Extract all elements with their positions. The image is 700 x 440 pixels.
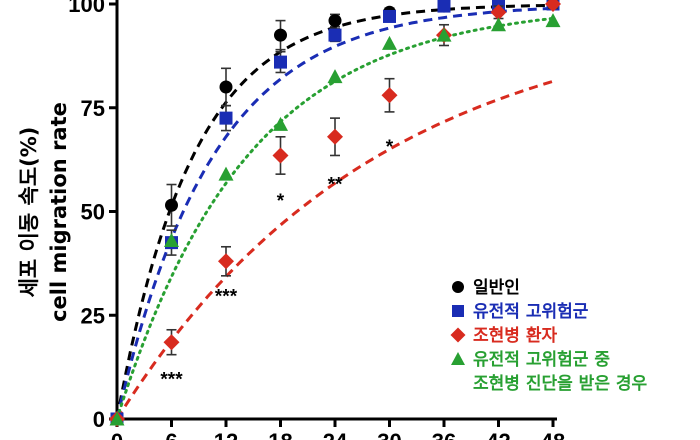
data-point-diamond <box>381 87 398 104</box>
x-tick-label: 48 <box>541 429 565 440</box>
legend-marker-square <box>452 305 464 317</box>
data-point-diamond <box>490 4 507 21</box>
y-tick-label: 25 <box>81 303 105 328</box>
legend-label: 일반인 <box>473 278 520 298</box>
data-point-circle <box>219 80 233 94</box>
significance-marker: *** <box>160 370 183 391</box>
significance-marker: *** <box>215 287 238 308</box>
data-point-triangle <box>273 116 288 131</box>
x-tick-label: 36 <box>432 429 456 440</box>
significance-marker: ** <box>328 174 343 195</box>
data-point-circle <box>328 14 342 28</box>
y-axis-title-ko: 세포 이동 속도(%) <box>17 127 41 298</box>
data-point-triangle <box>218 166 234 181</box>
data-point-triangle <box>491 17 506 32</box>
data-point-circle <box>165 198 178 212</box>
y-axis-title-en: cell migration rate <box>47 102 71 322</box>
significance-marker: * <box>277 191 285 212</box>
fit-curve-square <box>115 6 554 420</box>
legend-label: 조현병 진단을 받은 경우 <box>473 374 648 394</box>
data-point-triangle <box>109 411 125 426</box>
legend-marker-circle <box>452 281 464 293</box>
data-point-square <box>437 0 451 13</box>
x-tick-label: 42 <box>486 429 510 440</box>
data-point-diamond <box>545 0 561 12</box>
x-tick-label: 24 <box>323 429 348 440</box>
data-point-triangle <box>545 13 561 28</box>
data-points <box>109 0 561 427</box>
significance-marker: * <box>386 137 394 158</box>
y-tick-label: 75 <box>81 96 105 121</box>
legend-label: 유전적 고위험군 중 <box>473 349 610 370</box>
data-point-triangle <box>436 27 452 42</box>
data-point-triangle <box>382 35 397 50</box>
x-tick-label: 18 <box>268 429 292 440</box>
x-tick-label: 6 <box>165 429 177 440</box>
data-point-circle <box>274 28 287 42</box>
data-point-square <box>274 55 287 69</box>
y-tick-label: 100 <box>68 0 105 17</box>
legend-marker-triangle <box>451 352 465 365</box>
significance-annotations: ********** <box>160 137 393 390</box>
fit-curve-triangle <box>115 16 555 421</box>
data-point-square <box>383 9 396 23</box>
x-tick-label: 30 <box>377 429 401 440</box>
data-point-diamond <box>163 334 180 351</box>
data-point-triangle <box>327 69 343 84</box>
data-point-diamond <box>327 128 343 145</box>
data-point-diamond <box>272 147 289 164</box>
x-tick-label: 12 <box>214 429 238 440</box>
data-point-square <box>328 28 342 42</box>
legend-marker-diamond <box>450 327 466 343</box>
data-point-square <box>219 111 233 125</box>
y-tick-label: 50 <box>81 200 105 225</box>
data-point-triangle <box>164 233 179 248</box>
y-tick-label: 0 <box>93 407 105 432</box>
fit-curve-diamond <box>115 79 554 420</box>
x-tick-label: 0 <box>111 429 123 440</box>
legend-label: 조현병 환자 <box>473 326 557 346</box>
legend-label: 유전적 고위험군 <box>473 301 589 322</box>
data-point-diamond <box>218 253 234 270</box>
axes: 0 25 50 75 100 0 6 12 18 24 30 36 42 48 <box>68 0 565 440</box>
